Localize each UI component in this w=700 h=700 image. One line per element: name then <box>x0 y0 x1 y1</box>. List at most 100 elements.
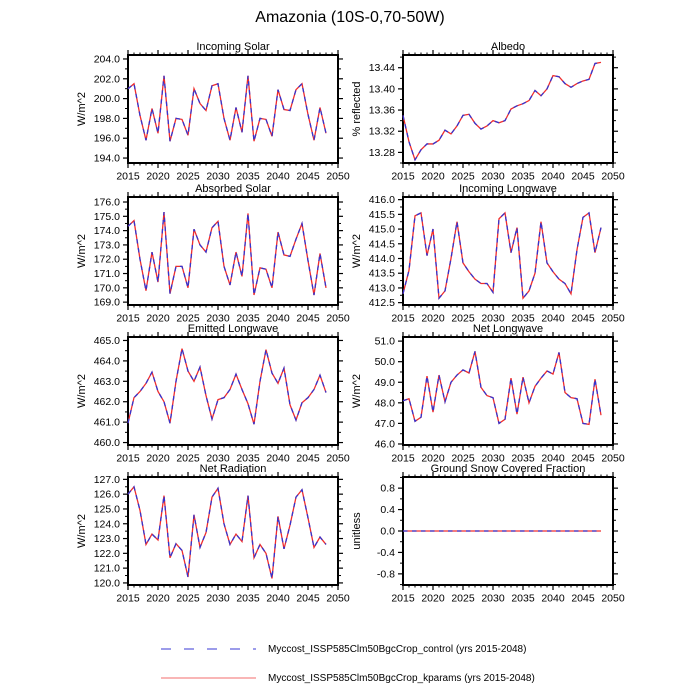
legend-line-sample-control <box>161 648 256 650</box>
svg-text:127.0: 127.0 <box>94 474 120 486</box>
svg-text:204.0: 204.0 <box>94 53 120 65</box>
panel-title: Ground Snow Covered Fraction <box>430 463 586 475</box>
svg-text:176.0: 176.0 <box>94 197 120 209</box>
svg-text:2030: 2030 <box>481 453 505 465</box>
svg-text:413.0: 413.0 <box>369 282 395 294</box>
svg-text:2025: 2025 <box>176 593 200 605</box>
svg-text:13.44: 13.44 <box>369 62 395 74</box>
svg-text:2025: 2025 <box>451 453 475 465</box>
panel-incoming-solar: Incoming Solar W/m^2 2015 2020 2025 2030 203… <box>45 41 355 185</box>
svg-text:2050: 2050 <box>601 593 625 605</box>
svg-text:172.0: 172.0 <box>94 254 120 266</box>
svg-text:2045: 2045 <box>571 593 595 605</box>
svg-text:2020: 2020 <box>146 453 170 465</box>
svg-text:194.0: 194.0 <box>94 153 120 165</box>
legend-label-kparams: Myccost_ISSP585Clm50BgcCrop_kparams (yrs… <box>268 672 535 684</box>
svg-text:2020: 2020 <box>421 593 445 605</box>
svg-text:2040: 2040 <box>266 171 290 183</box>
chart-absorbed-solar: 2015 2020 2025 2030 2035 2040 2045 2050 169.0 170… <box>94 192 350 325</box>
svg-text:175.0: 175.0 <box>94 211 120 223</box>
svg-text:2040: 2040 <box>266 313 290 325</box>
panel-emitted-longwave: Emitted Longwave W/m^2 2015 2020 2025 2030 2… <box>45 323 355 467</box>
panel-title: Incoming Longwave <box>459 183 557 195</box>
svg-text:2030: 2030 <box>481 171 505 183</box>
svg-text:2015: 2015 <box>116 453 140 465</box>
svg-text:13.40: 13.40 <box>369 83 395 95</box>
svg-text:47.0: 47.0 <box>375 418 396 430</box>
svg-text:51.0: 51.0 <box>375 336 396 348</box>
svg-text:2045: 2045 <box>571 171 595 183</box>
svg-text:2030: 2030 <box>206 593 230 605</box>
panel-albedo: Albedo % reflected 2015 2020 2025 2030 2035 2… <box>320 41 630 185</box>
svg-text:2025: 2025 <box>176 313 200 325</box>
panel-ground-snow-covered-fraction: Ground Snow Covered Fraction unitless 20… <box>320 463 630 607</box>
chart-net-radiation: 2015 2020 2025 2030 2035 2040 2045 2050 120.0 121… <box>94 472 350 605</box>
chart-ground-snow-covered-fraction: 2015 2020 2025 2030 2035 2040 2045 2050 -0.8 -0.4… <box>377 472 625 605</box>
panel-title: Net Longwave <box>472 323 544 335</box>
svg-text:48.0: 48.0 <box>375 397 396 409</box>
svg-text:2030: 2030 <box>206 171 230 183</box>
panel-title: Absorbed Solar <box>195 183 271 195</box>
svg-text:2050: 2050 <box>601 171 625 183</box>
svg-text:124.0: 124.0 <box>94 518 120 530</box>
svg-text:2040: 2040 <box>541 453 565 465</box>
svg-text:2050: 2050 <box>601 453 625 465</box>
panel-net-radiation: Net Radiation W/m^2 2015 2020 2025 2030 2035… <box>45 463 355 607</box>
chart-incoming-solar: 2015 2020 2025 2030 2035 2040 2045 2050 194.0 196… <box>94 50 350 183</box>
svg-text:463.0: 463.0 <box>94 376 120 388</box>
legend: Myccost_ISSP585Clm50BgcCrop_control (yrs… <box>160 641 535 699</box>
svg-text:2015: 2015 <box>116 593 140 605</box>
svg-text:2030: 2030 <box>481 313 505 325</box>
svg-text:2015: 2015 <box>391 453 415 465</box>
svg-text:2020: 2020 <box>421 453 445 465</box>
panel-title: Net Radiation <box>199 463 267 475</box>
svg-text:2015: 2015 <box>391 313 415 325</box>
svg-text:2015: 2015 <box>116 171 140 183</box>
chart-emitted-longwave: 2015 2020 2025 2030 2035 2040 2045 2050 460.0 461… <box>94 332 350 465</box>
svg-text:2035: 2035 <box>511 453 535 465</box>
svg-text:2045: 2045 <box>296 453 320 465</box>
svg-text:414.0: 414.0 <box>369 253 395 265</box>
svg-text:2015: 2015 <box>116 313 140 325</box>
svg-text:2020: 2020 <box>146 313 170 325</box>
svg-text:121.0: 121.0 <box>94 563 120 575</box>
svg-text:2050: 2050 <box>326 313 350 325</box>
svg-text:2035: 2035 <box>511 313 535 325</box>
svg-text:120.0: 120.0 <box>94 577 120 589</box>
svg-text:173.0: 173.0 <box>94 239 120 251</box>
legend-item-control: Myccost_ISSP585Clm50BgcCrop_control (yrs… <box>160 641 535 657</box>
svg-text:2045: 2045 <box>571 453 595 465</box>
panel-title: Albedo <box>490 41 526 53</box>
svg-text:2035: 2035 <box>511 171 535 183</box>
svg-text:122.0: 122.0 <box>94 548 120 560</box>
panel-title: Incoming Solar <box>196 41 270 53</box>
svg-text:-0.4: -0.4 <box>377 547 395 559</box>
svg-text:413.5: 413.5 <box>369 268 395 280</box>
chart-net-longwave: 2015 2020 2025 2030 2035 2040 2045 2050 46.0 47.0… <box>375 332 625 465</box>
svg-text:2040: 2040 <box>541 313 565 325</box>
svg-text:462.0: 462.0 <box>94 396 120 408</box>
svg-text:415.0: 415.0 <box>369 224 395 236</box>
svg-text:2020: 2020 <box>421 313 445 325</box>
svg-text:200.0: 200.0 <box>94 93 120 105</box>
panel-title: Emitted Longwave <box>187 323 279 335</box>
svg-text:2040: 2040 <box>541 593 565 605</box>
svg-text:2040: 2040 <box>541 171 565 183</box>
svg-text:460.0: 460.0 <box>94 437 120 449</box>
panel-incoming-longwave: Incoming Longwave W/m^2 2015 2020 2025 2030… <box>320 183 630 327</box>
svg-text:461.0: 461.0 <box>94 417 120 429</box>
svg-text:125.0: 125.0 <box>94 503 120 515</box>
svg-text:170.0: 170.0 <box>94 282 120 294</box>
svg-text:202.0: 202.0 <box>94 73 120 85</box>
svg-text:2050: 2050 <box>326 453 350 465</box>
legend-label-control: Myccost_ISSP585Clm50BgcCrop_control (yrs… <box>268 643 527 655</box>
svg-text:13.28: 13.28 <box>369 147 395 159</box>
svg-text:2045: 2045 <box>296 171 320 183</box>
svg-text:13.32: 13.32 <box>369 126 395 138</box>
svg-text:198.0: 198.0 <box>94 113 120 125</box>
svg-text:2030: 2030 <box>206 313 230 325</box>
svg-text:2035: 2035 <box>236 453 260 465</box>
chart-albedo: 2015 2020 2025 2030 2035 2040 2045 2050 13.28 13.… <box>369 50 625 183</box>
svg-text:2035: 2035 <box>236 313 260 325</box>
svg-text:416.0: 416.0 <box>369 194 395 206</box>
